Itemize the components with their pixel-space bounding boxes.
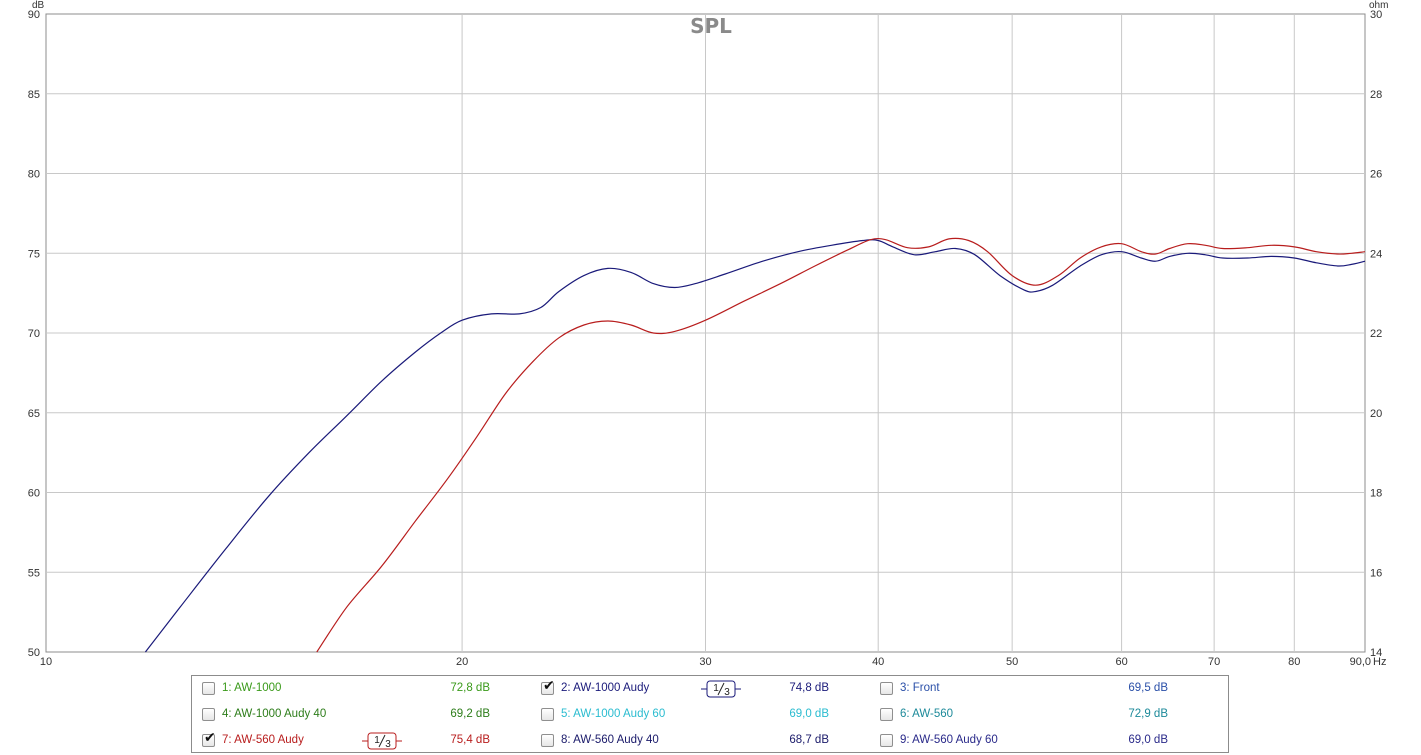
legend-item-label: 1: AW-1000	[222, 682, 282, 694]
x-unit-label: Hz	[1373, 656, 1386, 668]
y-tick-label: 65	[28, 408, 40, 420]
legend-item-front[interactable]: 3: Front 69,5 dB	[870, 676, 1210, 702]
y-axis-left: 50 55 60 65 70 75 80 85 90	[28, 9, 40, 659]
y-unit-label: dB	[32, 0, 45, 11]
legend-item-value: 72,8 dB	[450, 682, 490, 694]
legend-item-value: 68,7 dB	[789, 734, 829, 746]
x-axis: 10 20 30 40 50 60 70 80	[40, 656, 1301, 668]
legend-checkbox[interactable]	[541, 708, 554, 721]
y2-tick-label: 26	[1370, 169, 1382, 181]
y-tick-label: 60	[28, 488, 40, 500]
x-tick-label: 60	[1115, 656, 1127, 668]
smoothing-slash	[378, 734, 386, 748]
y2-tick-label: 22	[1370, 328, 1382, 340]
smoothing-slash	[717, 682, 725, 696]
spl-chart: 50 55 60 65 70 75 80 85 90 14 16 18 20 22 24 26 28 30 10…	[28, 0, 1389, 668]
legend-item-label: 3: Front	[900, 682, 940, 694]
y-tick-label: 70	[28, 328, 40, 340]
y-tick-label: 55	[28, 567, 40, 579]
y-tick-label: 75	[28, 248, 40, 260]
legend-item-value: 72,9 dB	[1128, 708, 1168, 720]
legend-checkbox[interactable]	[202, 708, 215, 721]
legend-item-label: 9: AW-560 Audy 60	[900, 734, 998, 746]
legend-item-value: 69,0 dB	[1128, 734, 1168, 746]
x-tick-label: 50	[1006, 656, 1018, 668]
legend-item-aw-1000-audy-60[interactable]: 5: AW-1000 Audy 60 69,0 dB	[531, 702, 871, 728]
y2-tick-label: 16	[1370, 567, 1382, 579]
legend-item-value: 69,0 dB	[789, 708, 829, 720]
y2-tick-label: 18	[1370, 488, 1382, 500]
y2-tick-label: 28	[1370, 89, 1382, 101]
chart-title: SPL	[690, 14, 732, 38]
legend-item-label: 6: AW-560	[900, 708, 954, 720]
y-tick-label: 90	[28, 9, 40, 21]
legend-checkbox[interactable]: ✔	[541, 678, 555, 695]
smoothing-numerator: 1	[374, 735, 380, 746]
legend-item-aw-560[interactable]: 6: AW-560 72,9 dB	[870, 702, 1210, 728]
checkmark-icon: ✔	[204, 729, 216, 745]
y2-tick-label: 14	[1370, 647, 1382, 659]
legend-checkbox[interactable]	[202, 682, 215, 695]
legend-item-aw-560-audy-60[interactable]: 9: AW-560 Audy 60 69,0 dB	[870, 728, 1210, 754]
legend-checkbox[interactable]	[880, 708, 893, 721]
x-end-label: 90,0	[1350, 656, 1371, 668]
smoothing-numerator: 1	[713, 683, 719, 694]
y2-tick-label: 30	[1370, 9, 1382, 21]
legend-item-label: 8: AW-560 Audy 40	[561, 734, 659, 746]
legend-item-value: 74,8 dB	[789, 682, 829, 694]
legend-checkbox[interactable]	[880, 734, 893, 747]
legend-row: 4: AW-1000 Audy 40 69,2 dB 5: AW-1000 Au…	[192, 702, 1228, 728]
legend-checkbox[interactable]: ✔	[202, 730, 216, 747]
legend-item-aw-560-audy-40[interactable]: 8: AW-560 Audy 40 68,7 dB	[531, 728, 871, 754]
x-tick-label: 40	[872, 656, 884, 668]
x-tick-label: 20	[456, 656, 468, 668]
y2-unit-label: ohm	[1369, 0, 1388, 11]
legend-item-label: 4: AW-1000 Audy 40	[222, 708, 327, 720]
y-tick-label: 85	[28, 89, 40, 101]
x-tick-label: 70	[1208, 656, 1220, 668]
legend-item-label: 7: AW-560 Audy	[222, 734, 304, 746]
y-tick-label: 50	[28, 647, 40, 659]
x-tick-label: 80	[1288, 656, 1300, 668]
x-tick-label: 30	[699, 656, 711, 668]
series-line	[144, 239, 1366, 653]
y-tick-label: 80	[28, 169, 40, 181]
series-layer	[144, 237, 1366, 653]
y-axis-right: 14 16 18 20 22 24 26 28 30	[1370, 9, 1382, 659]
smoothing-denominator: 3	[385, 739, 391, 750]
checkmark-icon: ✔	[543, 677, 555, 693]
grid	[46, 14, 1365, 652]
legend-item-label: 2: AW-1000 Audy	[561, 682, 650, 694]
legend-item-value: 69,2 dB	[450, 708, 490, 720]
legend-item-value: 75,4 dB	[450, 734, 490, 746]
x-tick-label: 10	[40, 656, 52, 668]
legend-item-label: 5: AW-1000 Audy 60	[561, 708, 666, 720]
legend-item-aw-1000[interactable]: 1: AW-1000 72,8 dB	[192, 676, 532, 702]
y2-tick-label: 24	[1370, 248, 1382, 260]
y2-tick-label: 20	[1370, 408, 1382, 420]
legend-checkbox[interactable]	[880, 682, 893, 695]
legend-checkbox[interactable]	[541, 734, 554, 747]
legend-item-aw-1000-audy-40[interactable]: 4: AW-1000 Audy 40 69,2 dB	[192, 702, 532, 728]
legend-item-value: 69,5 dB	[1128, 682, 1168, 694]
smoothing-denominator: 3	[724, 687, 730, 698]
series-line	[316, 237, 1366, 653]
